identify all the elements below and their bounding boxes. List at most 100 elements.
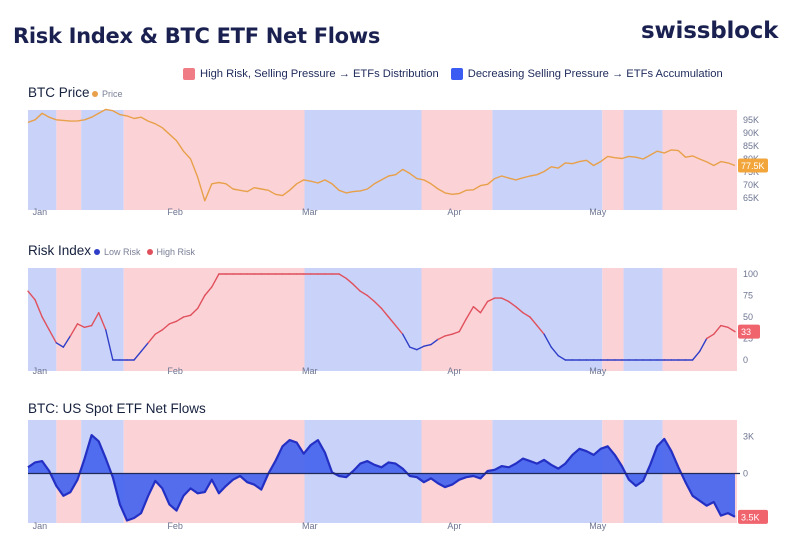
band-high-1-3 (123, 268, 305, 371)
price-legend-label: Price (102, 89, 123, 99)
last-value-label: 33 (741, 327, 751, 337)
risk-segment (147, 333, 156, 344)
brand-logo: swissblock (641, 18, 779, 44)
band-low-0-6 (492, 110, 603, 210)
x-tick-label: Jan (33, 366, 48, 376)
risk-panel-legend[interactable]: Low Risk High Risk (88, 247, 195, 257)
risk-segment (90, 312, 100, 327)
low-risk-legend-label: Low Risk (104, 247, 141, 257)
page-title: Risk Index & BTC ETF Net Flows (13, 24, 381, 48)
risk-segment (204, 286, 213, 297)
risk-segment (423, 343, 432, 347)
band-high-2-5 (421, 420, 493, 523)
risk-segment (706, 333, 715, 340)
risk-segment (41, 316, 50, 331)
risk-segment (97, 312, 107, 331)
band-high-0-7 (602, 110, 624, 210)
risk-segment (345, 277, 354, 286)
risk-segment (543, 333, 552, 348)
price-line (27, 108, 736, 202)
y-tick-label: 85K (743, 141, 759, 151)
risk-segment (550, 346, 559, 357)
band-low-0-2 (81, 110, 124, 210)
risk-segment (62, 335, 72, 348)
x-tick-label: Feb (167, 521, 183, 531)
last-value-label: 3.5K (741, 512, 760, 522)
last-value-badge (738, 509, 768, 524)
last-value-badge (738, 158, 768, 173)
band-high-1-9 (662, 268, 737, 371)
x-tick-label: Apr (447, 521, 461, 531)
band-low-1-6 (492, 268, 603, 371)
risk-segment (451, 330, 460, 335)
low-risk-legend-dot (94, 249, 100, 255)
risk-segment (196, 294, 206, 310)
y-tick-label: 70K (743, 180, 759, 190)
risk-segment (522, 312, 531, 318)
price-panel-title: BTC Price (28, 85, 90, 100)
band-low-1-0 (28, 268, 57, 371)
risk-segment (479, 300, 489, 314)
risk-segment (698, 337, 708, 353)
band-high-2-1 (56, 420, 82, 523)
x-tick-label: Mar (302, 207, 318, 217)
legend-low-risk[interactable]: Decreasing Selling Pressure → ETFs Accum… (450, 68, 723, 80)
risk-segment (83, 324, 93, 329)
band-high-0-5 (421, 110, 493, 210)
band-high-0-9 (662, 110, 737, 210)
band-low-1-4 (304, 268, 422, 371)
risk-segment (394, 324, 404, 335)
risk-segment (366, 294, 376, 303)
band-low-1-2 (81, 268, 124, 371)
risk-segment (416, 345, 425, 351)
risk-segment (161, 323, 171, 331)
risk-segment (48, 329, 57, 344)
band-low-0-0 (28, 110, 57, 210)
risk-segment (720, 324, 729, 329)
risk-segment (352, 283, 361, 292)
risk-segment (727, 326, 736, 333)
risk-segment (154, 329, 164, 335)
risk-segment (536, 324, 545, 335)
band-low-0-4 (304, 110, 422, 210)
legend-high-risk[interactable]: High Risk, Selling Pressure → ETFs Distr… (183, 68, 439, 80)
risk-segment (140, 342, 149, 353)
band-low-1-8 (623, 268, 663, 371)
band-high-1-1 (56, 268, 82, 371)
risk-segment (557, 355, 567, 361)
risk-segment (168, 320, 178, 325)
y-tick-label: 65K (743, 193, 759, 203)
x-tick-label: May (589, 207, 607, 217)
price-panel-legend[interactable]: Price (86, 89, 123, 99)
risk-segment (373, 300, 383, 310)
y-tick-label: 90K (743, 128, 759, 138)
risk-segment (472, 305, 482, 314)
risk-segment (105, 329, 114, 361)
risk-segment (486, 297, 496, 303)
band-high-1-7 (602, 268, 624, 371)
y-tick-label: 95K (743, 115, 759, 125)
risk-panel-title: Risk Index (28, 243, 92, 258)
x-tick-label: Apr (447, 366, 461, 376)
flow-line (27, 434, 736, 522)
risk-segment (409, 346, 418, 351)
risk-segment (27, 290, 36, 301)
y-tick-label: 50 (743, 312, 753, 322)
legend-high-swatch (183, 68, 195, 80)
risk-segment (529, 316, 538, 327)
bands-legend: High Risk, Selling Pressure → ETFs Distr… (183, 68, 735, 80)
risk-segment (444, 333, 453, 337)
band-high-1-5 (421, 268, 493, 371)
x-tick-label: Mar (302, 521, 318, 531)
y-tick-label: 0 (743, 469, 748, 479)
risk-segment (69, 323, 79, 337)
risk-segment (515, 305, 524, 314)
legend-high-label: High Risk, Selling Pressure → ETFs Distr… (200, 68, 439, 80)
risk-segment (338, 273, 347, 279)
x-tick-label: Jan (33, 521, 48, 531)
price-legend-dot (92, 91, 98, 97)
risk-segment (380, 307, 390, 318)
risk-segment (691, 350, 701, 361)
risk-segment (189, 307, 199, 316)
risk-segment (430, 338, 439, 346)
